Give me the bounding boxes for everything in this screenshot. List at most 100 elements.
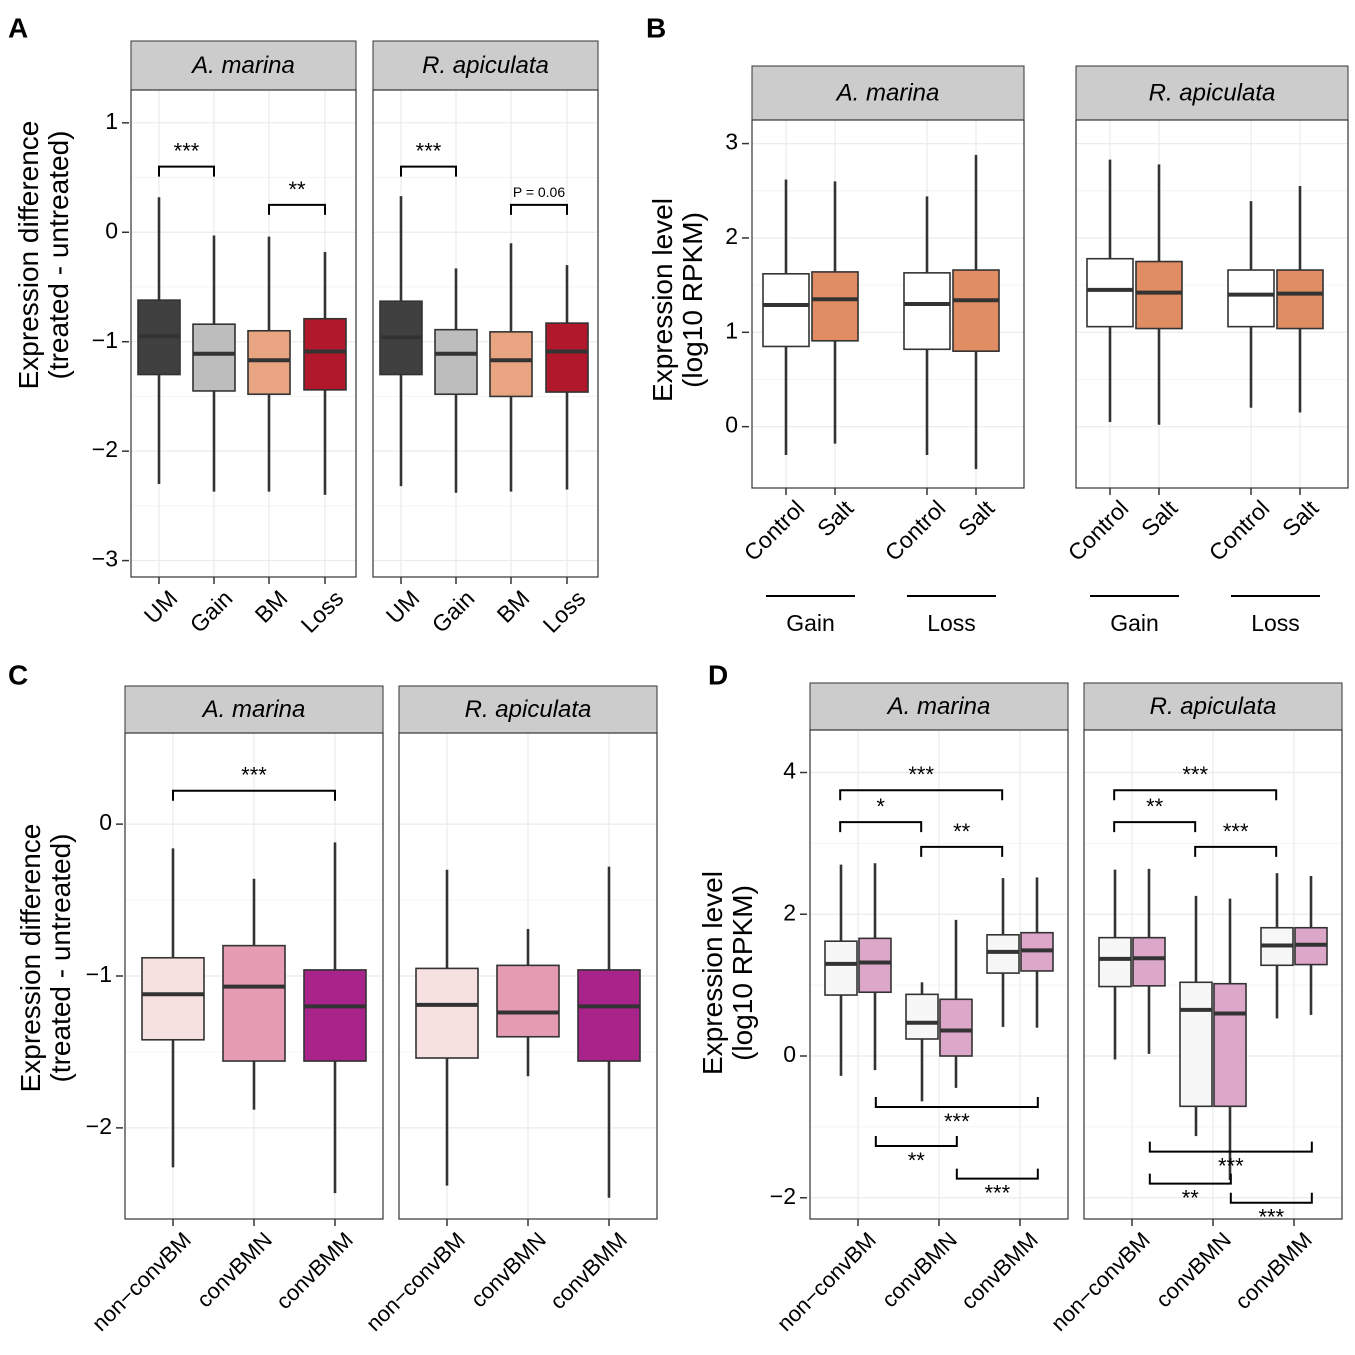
- significance-label: ***: [1223, 819, 1249, 844]
- significance-bracket: [920, 845, 1004, 857]
- significance-bracket: [1148, 1173, 1232, 1185]
- x-tick-label: Control: [1204, 495, 1275, 566]
- box-iqr: [1086, 257, 1134, 328]
- x-tick-label: UM: [381, 585, 425, 629]
- plot-panel-border: [751, 119, 1025, 489]
- plot-panel-border: [130, 89, 357, 578]
- box-iqr: [939, 998, 973, 1057]
- y-axis-label-line1: Expression difference: [13, 121, 44, 390]
- facet-strip: [372, 40, 599, 91]
- significance-label: **: [953, 819, 971, 844]
- significance-label: ***: [241, 763, 267, 788]
- group-label: Gain: [1110, 610, 1159, 636]
- box-iqr: [415, 967, 479, 1059]
- box-Salt: [1135, 164, 1183, 425]
- x-tick-label: convBMM: [271, 1227, 358, 1314]
- significance-label: **: [908, 1148, 926, 1173]
- x-tick-label: convBMM: [1230, 1227, 1317, 1314]
- y-axis-label-line1: Expression level: [697, 871, 728, 1075]
- significance-label: ***: [944, 1109, 970, 1134]
- significance-bracket: [839, 789, 1004, 801]
- box-iqr: [222, 944, 286, 1062]
- box-convBMN-a: [905, 982, 939, 1102]
- box-Salt: [811, 181, 859, 444]
- box-iqr: [303, 969, 367, 1062]
- y-tick-label: 3: [725, 129, 738, 155]
- y-tick-label: 0: [99, 809, 112, 835]
- significance-bracket: [158, 165, 215, 177]
- box-Gain: [434, 268, 478, 493]
- box-iqr: [903, 272, 951, 351]
- box-convBMN-b: [1213, 898, 1247, 1181]
- facet-title: R. apiculata: [1150, 693, 1277, 720]
- panel-letter-A: A: [8, 12, 28, 43]
- significance-label: *: [876, 794, 885, 819]
- box-UM: [137, 197, 181, 484]
- significance-label: ***: [416, 139, 442, 164]
- significance-label: P = 0.06: [513, 184, 566, 200]
- facet-title: R. apiculata: [422, 52, 549, 79]
- box-Control: [903, 196, 951, 455]
- y-tick-label: 0: [783, 1041, 796, 1067]
- x-tick-label: Loss: [296, 585, 349, 638]
- x-tick-label: convBMM: [545, 1227, 632, 1314]
- x-tick-label: Gain: [427, 585, 480, 638]
- box-iqr: [1213, 982, 1247, 1108]
- box-iqr: [434, 328, 478, 396]
- significance-bracket: [172, 789, 336, 801]
- significance-bracket: [1229, 1192, 1313, 1204]
- box-convBMM-b: [1294, 875, 1328, 1015]
- box-convBMM-a: [1260, 873, 1294, 1019]
- box-non−convBM-a: [1098, 869, 1132, 1060]
- facet-strip: [398, 685, 658, 734]
- y-tick-label: 0: [105, 217, 118, 243]
- x-tick-label: convBMM: [956, 1227, 1043, 1314]
- x-tick-label: Control: [1063, 495, 1134, 566]
- y-tick-label: 4: [783, 758, 796, 784]
- x-tick-label: Control: [880, 495, 951, 566]
- y-axis-label: Expression level(log10 RPKM): [697, 871, 758, 1075]
- y-tick-label: 2: [783, 899, 796, 925]
- box-iqr: [489, 331, 533, 398]
- x-tick-label: non−convBM: [361, 1227, 470, 1336]
- box-BM: [489, 243, 533, 492]
- box-Control: [762, 179, 810, 455]
- box-convBMM-a: [986, 878, 1020, 1027]
- significance-bracket: [268, 203, 326, 215]
- box-iqr: [952, 269, 1000, 352]
- significance-label: **: [288, 177, 306, 202]
- box-iqr: [762, 273, 810, 348]
- x-tick-label: convBMN: [877, 1227, 962, 1312]
- x-tick-label: Loss: [538, 585, 591, 638]
- significance-bracket: [874, 1097, 1039, 1109]
- box-non−convBM: [141, 848, 205, 1168]
- x-tick-label: non−convBM: [87, 1227, 196, 1336]
- y-axis-label: Expression difference(treated - untreate…: [15, 824, 76, 1093]
- box-convBMM-b: [1020, 877, 1054, 1028]
- box-iqr: [811, 271, 859, 342]
- significance-bracket: [1194, 845, 1278, 857]
- box-non−convBM: [415, 869, 479, 1186]
- panel-letter-D: D: [708, 659, 728, 690]
- x-tick-label: convBMN: [1151, 1227, 1236, 1312]
- y-tick-label: −2: [86, 1113, 112, 1139]
- x-tick-label: BM: [492, 585, 535, 628]
- box-UM: [379, 196, 423, 487]
- box-iqr: [1132, 936, 1166, 987]
- significance-bracket: [955, 1168, 1039, 1180]
- significance-label: ***: [984, 1181, 1010, 1206]
- y-axis-label-line2: (log10 RPKM): [727, 885, 758, 1061]
- group-label: Gain: [786, 610, 835, 636]
- box-iqr: [905, 993, 939, 1040]
- box-iqr: [1098, 936, 1132, 988]
- y-axis-label-line2: (log10 RPKM): [677, 212, 708, 388]
- box-iqr: [192, 323, 236, 392]
- significance-bracket: [874, 1136, 958, 1147]
- box-convBMM: [577, 866, 641, 1198]
- significance-label: **: [1182, 1186, 1200, 1211]
- facet-title: R. apiculata: [465, 696, 592, 723]
- x-tick-label: Salt: [1277, 495, 1324, 542]
- box-convBMN-b: [939, 919, 973, 1088]
- x-tick-label: Control: [739, 495, 810, 566]
- y-tick-label: −2: [770, 1183, 796, 1209]
